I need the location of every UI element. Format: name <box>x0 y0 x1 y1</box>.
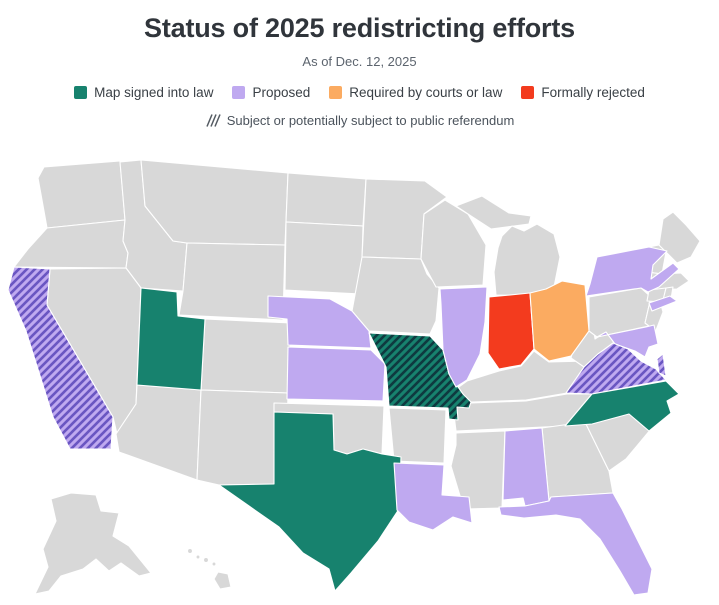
header: Status of 2025 redistricting efforts As … <box>0 0 719 155</box>
legend-label-signed: Map signed into law <box>94 85 214 100</box>
legend-item-rejected: Formally rejected <box>521 85 645 100</box>
state-hawaii-molokai <box>202 556 210 564</box>
signed-swatch <box>74 86 88 99</box>
state-north-dakota <box>285 172 367 227</box>
state-ohio <box>529 280 590 362</box>
legend-item-proposed: Proposed <box>232 85 310 100</box>
state-nebraska <box>267 295 372 349</box>
referendum-legend: Subject or potentially subject to public… <box>205 113 515 128</box>
state-alaska <box>34 492 152 595</box>
legend-item-required: Required by courts or law <box>329 85 502 100</box>
state-hawaii-oahu <box>195 554 201 560</box>
state-wyoming <box>178 242 286 321</box>
state-arkansas <box>388 407 447 464</box>
state-kansas <box>286 346 386 402</box>
state-virginia-eastern-shore <box>656 353 667 377</box>
rejected-swatch <box>521 86 535 99</box>
proposed-swatch <box>232 86 246 99</box>
state-florida <box>498 492 653 596</box>
hatch-icon <box>205 114 221 127</box>
required-swatch <box>329 86 343 99</box>
as-of-date: As of Dec. 12, 2025 <box>302 54 417 69</box>
legend-label-rejected: Formally rejected <box>541 85 645 100</box>
state-michigan-upper <box>455 195 532 230</box>
state-washington <box>37 160 126 229</box>
us-map-svg <box>7 159 701 596</box>
state-indiana <box>487 292 535 370</box>
legend-item-signed: Map signed into law <box>74 85 213 100</box>
state-louisiana <box>393 462 473 531</box>
page-title: Status of 2025 redistricting efforts <box>144 13 575 43</box>
state-oregon <box>13 219 129 269</box>
referendum-label: Subject or potentially subject to public… <box>226 113 515 128</box>
state-new-york <box>585 246 680 297</box>
state-maine <box>658 211 701 264</box>
state-utah <box>136 287 206 391</box>
state-colorado <box>200 318 292 394</box>
state-michigan <box>493 223 561 297</box>
state-south-dakota <box>284 221 364 295</box>
state-north-carolina <box>564 380 680 432</box>
legend-label-proposed: Proposed <box>252 85 311 100</box>
state-hawaii-kauai <box>186 547 194 555</box>
state-new-york-long-island <box>648 295 678 312</box>
state-hawaii-maui <box>211 561 217 567</box>
state-wisconsin <box>420 199 487 288</box>
state-hawaii-big-island <box>213 571 232 590</box>
state-maryland <box>596 324 659 358</box>
state-california <box>7 266 114 450</box>
legend-label-required: Required by courts or law <box>349 85 503 100</box>
legend: Map signed into law Proposed Required by… <box>74 85 645 100</box>
state-texas <box>218 411 402 592</box>
us-choropleth-map <box>0 155 719 605</box>
state-kentucky <box>455 350 590 403</box>
state-illinois <box>439 286 488 388</box>
state-alabama <box>502 427 550 507</box>
